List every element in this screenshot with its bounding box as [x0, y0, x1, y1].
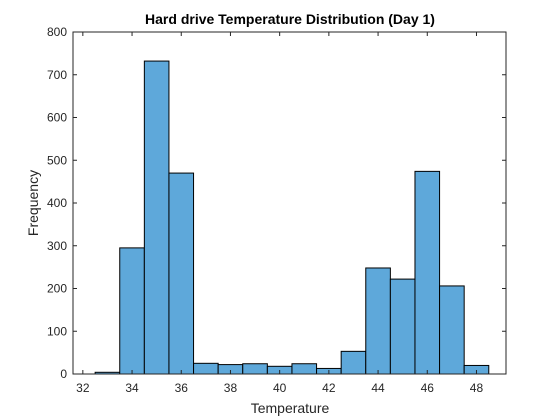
- x-tick-label: 46: [421, 381, 435, 395]
- histogram-bar: [389, 278, 416, 375]
- x-tick-label: 42: [322, 381, 336, 395]
- y-tick-label: 200: [47, 282, 67, 296]
- y-tick-label: 500: [47, 153, 67, 167]
- chart-title: Hard drive Temperature Distribution (Day…: [145, 11, 435, 27]
- x-tick-label: 32: [76, 381, 90, 395]
- y-tick-label: 0: [60, 367, 67, 381]
- y-tick-label: 600: [47, 111, 67, 125]
- histogram-bar: [193, 362, 219, 375]
- x-axis-label: Temperature: [251, 400, 330, 416]
- histogram-bar: [439, 285, 465, 375]
- y-tick-label: 400: [47, 196, 67, 210]
- x-tick-label: 48: [470, 381, 484, 395]
- y-tick-label: 700: [47, 68, 67, 82]
- y-axis-label: Frequency: [25, 170, 41, 236]
- histogram-bar: [340, 350, 367, 375]
- y-tick-label: 800: [47, 25, 67, 39]
- histogram-bar: [143, 60, 170, 375]
- x-tick-label: 40: [273, 381, 287, 395]
- histogram-bar: [291, 363, 318, 375]
- x-tick-label: 44: [371, 381, 385, 395]
- y-tick-label: 300: [47, 239, 67, 253]
- x-tick-label: 36: [175, 381, 189, 395]
- histogram-bar: [414, 170, 441, 375]
- x-tick-label: 34: [125, 381, 139, 395]
- x-tick-label: 38: [224, 381, 238, 395]
- histogram-bar: [242, 363, 268, 375]
- bars-layer: [94, 60, 490, 375]
- axes-layer: 32 34 36 38 40 42 44 46 48 0 100 200 300 400 500 600 700…: [47, 25, 507, 395]
- y-tick-label: 100: [47, 324, 67, 338]
- histogram-bar: [168, 172, 195, 375]
- histogram-bar: [119, 247, 145, 375]
- histogram-bar: [365, 267, 391, 375]
